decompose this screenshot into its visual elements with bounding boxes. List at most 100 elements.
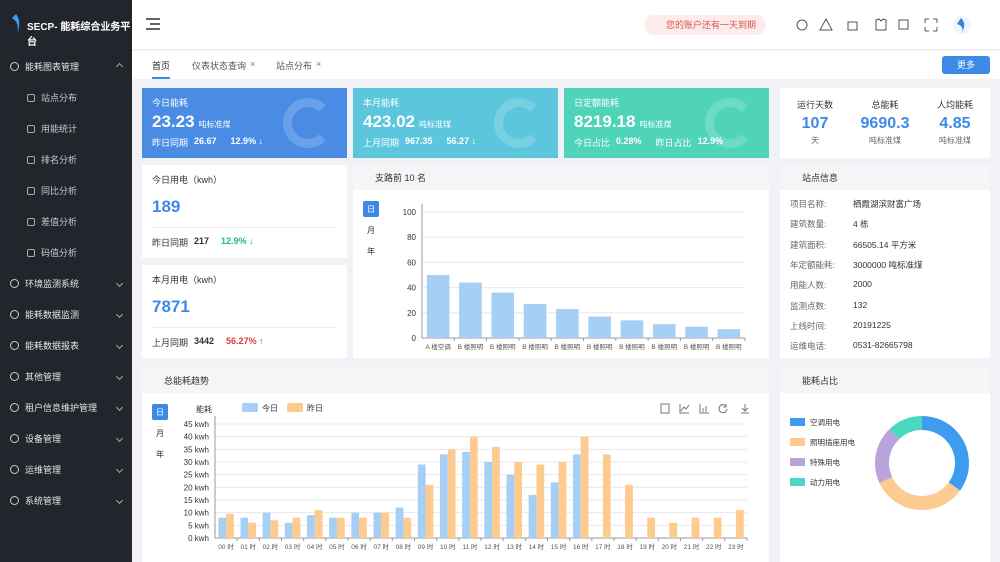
x-tick-label: 08 时	[396, 542, 412, 551]
legend-swatch	[790, 478, 805, 486]
menu-icon	[10, 341, 19, 350]
sidebar: SECP- 能耗综合业务平台 能耗图表管理站点分布用能统计排名分析同比分析差值分…	[0, 0, 132, 562]
bar	[359, 517, 367, 538]
x-tick-label: 17 时	[595, 542, 611, 551]
card-value: 189	[152, 197, 337, 228]
tab-close[interactable]: ×	[316, 59, 322, 69]
bar	[735, 510, 744, 538]
x-tick-label: 09 时	[418, 542, 434, 551]
bar	[717, 329, 741, 338]
info-value: 3000000 吨标准煤	[853, 259, 923, 270]
tab[interactable]: 站点分布	[276, 61, 313, 71]
bar	[572, 454, 581, 538]
toolbar[interactable]	[660, 403, 755, 415]
menu-item[interactable]: 能耗图表管理	[10, 60, 124, 73]
legend-label: 今日	[262, 403, 278, 413]
x-tick-label: 11 时	[462, 542, 478, 551]
menu-item[interactable]: 设备管理	[10, 432, 124, 445]
menu-label: 设备管理	[25, 434, 62, 444]
submenu-label: 差值分析	[41, 217, 78, 227]
kpi-card: 本月能耗 423.02 吨标准煤 上月同期 967.35 56.27 ↓	[353, 88, 558, 158]
y-tick-label: 40 kwh	[184, 433, 209, 442]
more-button[interactable]: 更多	[942, 56, 990, 74]
x-tick-label: B 楼照明	[619, 342, 645, 351]
menu-caret	[115, 341, 124, 350]
menu-item[interactable]: 运维管理	[10, 463, 124, 476]
bar	[523, 303, 547, 338]
menu-icon	[10, 62, 19, 71]
trend-panel: 总能耗趋势 日月年 0 kwh 5 kwh 10 kwh 15 kwh 20 kwh 25 …	[142, 368, 769, 562]
tab[interactable]: 首页	[152, 59, 171, 79]
submenu-item[interactable]: 排名分析	[27, 153, 77, 166]
menu-label: 其他管理	[25, 372, 62, 382]
summary-label: 运行天数	[796, 100, 833, 110]
menu-toggle[interactable]	[146, 18, 160, 30]
x-tick-label: 21 时	[684, 542, 700, 551]
x-tick-label: 18 时	[617, 542, 633, 551]
card-title: 本月用电（kwh）	[152, 275, 223, 285]
submenu-item[interactable]: 码值分析	[27, 246, 77, 259]
submenu-item[interactable]: 用能统计	[27, 122, 77, 135]
panel-title: 能耗占比	[780, 368, 990, 393]
info-label: 运维电话:	[790, 341, 827, 352]
info-value: 栖霞湖滨财富广场	[853, 199, 922, 209]
menu-item[interactable]: 租户信息维护管理	[10, 401, 124, 414]
y-tick-label: 20 kwh	[184, 483, 209, 492]
menu-label: 能耗数据监测	[25, 310, 80, 320]
submenu-item[interactable]: 站点分布	[27, 91, 77, 104]
info-label: 建筑数量:	[790, 219, 827, 230]
menu-icon	[10, 310, 19, 319]
kpi-title: 日定额能耗	[574, 98, 620, 108]
pie-slice	[889, 416, 922, 439]
period-button[interactable]: 年	[156, 449, 164, 459]
brand: SECP- 能耗综合业务平台	[27, 22, 131, 48]
submenu-label: 同比分析	[41, 186, 78, 196]
info-value: 66505.14 平方米	[853, 239, 917, 250]
kpi-unit: 吨标准煤	[419, 120, 451, 129]
card-title: 今日用电（kwh）	[152, 175, 223, 185]
header-icons	[796, 16, 971, 34]
kpi-value-row: 23.23 吨标准煤	[152, 112, 337, 132]
period-button[interactable]: 月	[367, 225, 375, 235]
bar	[556, 309, 579, 338]
kpi-change: 56.27 ↓	[446, 136, 477, 146]
y-tick-label: 60	[407, 258, 416, 267]
menu-item[interactable]: 系统管理	[10, 494, 124, 507]
menu-item[interactable]: 环境监测系统	[10, 277, 124, 290]
period-button[interactable]: 日	[363, 201, 379, 217]
kpi-value: 8219.18	[574, 112, 636, 131]
bar	[284, 522, 293, 538]
x-tick-label: B 楼照明	[490, 342, 516, 351]
x-tick-label: 16 时	[573, 542, 589, 551]
compare-value: 0.28%	[616, 136, 642, 146]
bar	[314, 510, 323, 538]
kpi-title: 本月能耗	[363, 98, 400, 108]
menu-item[interactable]: 能耗数据监测	[10, 308, 124, 321]
bar	[580, 436, 589, 538]
period-button[interactable]: 月	[156, 428, 164, 438]
y-tick-label: 15 kwh	[184, 496, 209, 505]
bar	[713, 517, 722, 538]
period-button[interactable]: 日	[152, 404, 168, 420]
site-info: 站点信息 项目名称: 栖霞湖滨财富广场 建筑数量: 4 栋建筑面积: 66505.14 平…	[780, 165, 990, 358]
bar	[669, 522, 678, 538]
kpi-unit: 吨标准煤	[198, 120, 231, 129]
submenu-item[interactable]: 差值分析	[27, 215, 77, 228]
submenu-icon	[27, 248, 35, 257]
kpi-card: 今日能耗 23.23 吨标准煤 昨日同期 26.67 12.9% ↓	[142, 88, 347, 158]
info-label: 建筑面积:	[790, 239, 827, 250]
submenu-item[interactable]: 同比分析	[27, 184, 77, 197]
summary-unit: 吨标准煤	[939, 136, 971, 145]
menu-label: 环境监测系统	[25, 279, 80, 289]
kpi-value-row: 423.02 吨标准煤	[363, 112, 548, 132]
tab[interactable]: 仪表状态查询	[192, 61, 247, 71]
y-tick-label: 40	[407, 284, 416, 293]
x-tick-label: 01 时	[240, 542, 256, 551]
kpi-title: 今日能耗	[152, 98, 189, 108]
tab-close[interactable]: ×	[250, 59, 256, 69]
menu-item[interactable]: 其他管理	[10, 370, 124, 383]
compare-value: 12.9%	[697, 136, 724, 146]
period-button[interactable]: 年	[367, 246, 375, 256]
menu-item[interactable]: 能耗数据报表	[10, 339, 124, 352]
